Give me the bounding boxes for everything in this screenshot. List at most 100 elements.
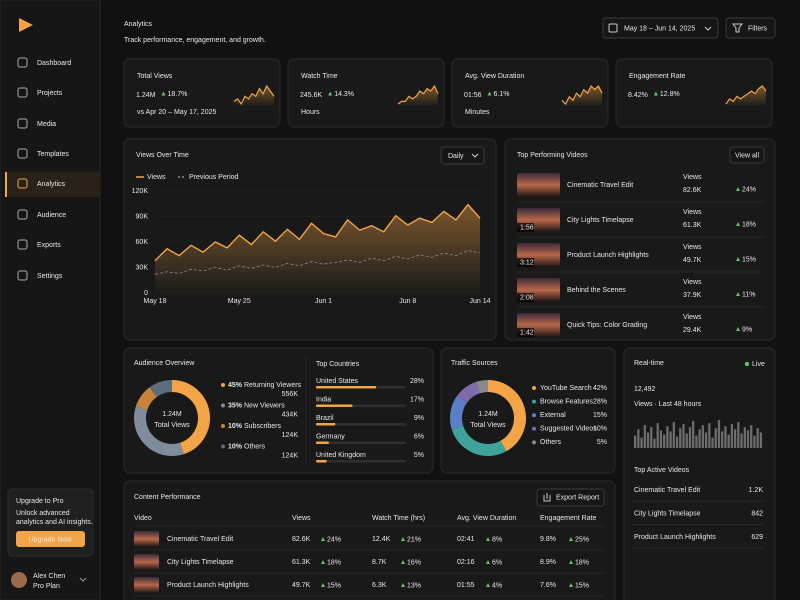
chevron xyxy=(704,26,712,31)
panel-title: Content Performance xyxy=(134,494,201,501)
country-bar xyxy=(316,423,336,426)
donut-center-value: 1.24M xyxy=(478,411,498,418)
legend-dot xyxy=(532,413,536,418)
nav-item[interactable]: Analytics xyxy=(37,181,66,188)
nav-icon xyxy=(17,239,28,250)
upgrade-button-label: Upgrade Now xyxy=(29,536,73,543)
period-select[interactable] xyxy=(440,146,485,165)
export-icon xyxy=(543,493,551,502)
kpi-change: 6.1% xyxy=(494,91,510,98)
video-change: 11% xyxy=(742,291,756,298)
upgrade-text: analytics and AI insights. xyxy=(16,519,93,526)
legend-dot xyxy=(221,403,225,408)
kpi-change: 14.3% xyxy=(334,91,354,98)
active-value: 1.2K xyxy=(749,487,764,494)
kpi-change: 12.8% xyxy=(660,91,680,98)
kpi-label: Total Views xyxy=(137,73,173,80)
chevron[interactable] xyxy=(79,577,87,582)
card xyxy=(123,58,281,128)
legend-dot xyxy=(221,424,225,428)
bar xyxy=(672,422,675,448)
upgrade-text: Unlock advanced xyxy=(16,510,70,517)
bar xyxy=(714,428,717,448)
up-arrow xyxy=(321,583,325,587)
thumbnail xyxy=(134,531,159,547)
upgrade-button[interactable] xyxy=(16,531,85,547)
sparkline xyxy=(561,84,603,106)
view-all-button[interactable] xyxy=(729,146,765,164)
bar xyxy=(717,420,721,448)
nav-item[interactable]: Projects xyxy=(37,90,63,97)
bar xyxy=(669,431,672,448)
panel-subtitle: Top Active Videos xyxy=(634,467,690,474)
nav-active-bar xyxy=(5,172,7,197)
table-cell: 01:55 xyxy=(457,582,475,589)
duration: 2:08 xyxy=(520,294,534,301)
card xyxy=(440,347,616,474)
table-cell: 12.4K xyxy=(372,536,391,543)
country-name: United Kingdom xyxy=(316,452,366,459)
country-percent: 5% xyxy=(414,452,424,459)
legend-label: YouTube Search xyxy=(540,385,592,392)
filters-label: Filters xyxy=(748,25,768,32)
calendar-icon xyxy=(608,23,618,33)
country-percent: 28% xyxy=(410,378,424,385)
export-label: Export Report xyxy=(556,494,599,501)
nav-icon xyxy=(17,87,28,98)
y-tick-label: 90K xyxy=(136,213,149,220)
donut-segment xyxy=(171,380,210,455)
kpi-label: Engagement Rate xyxy=(629,73,686,80)
page-title: Analytics xyxy=(124,21,153,28)
nav-item[interactable]: Media xyxy=(37,121,56,128)
table-change: 4% xyxy=(492,582,502,589)
logo[interactable] xyxy=(19,18,33,32)
bar xyxy=(701,425,704,448)
up-arrow xyxy=(486,583,490,587)
bar xyxy=(743,427,746,448)
table-cell: 8.9% xyxy=(540,559,556,566)
legend-label: External xyxy=(540,412,566,419)
up-arrow xyxy=(401,560,405,564)
legend-dot xyxy=(532,386,536,390)
panel-title: Traffic Sources xyxy=(451,360,498,367)
nav-item[interactable]: Dashboard xyxy=(37,60,71,67)
bar-track xyxy=(316,441,406,444)
legend-label: Returning Viewers xyxy=(244,382,302,389)
video-title: Quick Tips: Color Grading xyxy=(567,322,647,329)
nav-item[interactable]: Exports xyxy=(37,242,61,249)
donut-segment xyxy=(451,425,507,456)
period-select-label: Daily xyxy=(448,153,464,160)
bar xyxy=(685,433,688,448)
date-range: May 18 – Jun 14, 2025 xyxy=(624,25,695,32)
table-change: 21% xyxy=(407,536,421,543)
nav-icon xyxy=(17,57,28,68)
live-label: Live xyxy=(752,361,765,368)
nav-item[interactable]: Audience xyxy=(37,212,66,219)
date-picker[interactable] xyxy=(602,17,719,39)
legend-count: 434K xyxy=(282,411,299,418)
thumbnail xyxy=(517,173,560,197)
sparkline-area xyxy=(398,86,438,106)
nav-item[interactable]: Settings xyxy=(37,273,63,280)
bar xyxy=(695,435,698,448)
panel-title: Audience Overview xyxy=(134,360,195,367)
views-label: Views xyxy=(683,244,702,251)
table-change: 15% xyxy=(575,582,589,589)
country-name: Germany xyxy=(316,433,345,440)
country-percent: 9% xyxy=(414,415,424,422)
video-views: 82.6K xyxy=(683,187,702,194)
bar xyxy=(708,423,711,448)
active-title: City Lights Timelapse xyxy=(634,510,701,517)
legend-percent: 35% xyxy=(228,402,243,409)
x-tick-label: May 25 xyxy=(228,298,251,305)
bar xyxy=(711,437,714,448)
filters-button[interactable] xyxy=(725,17,776,39)
up-arrow xyxy=(653,91,658,96)
card xyxy=(615,58,773,128)
nav-item[interactable]: Templates xyxy=(37,151,69,158)
bar xyxy=(656,423,659,448)
bar xyxy=(721,431,724,448)
export-button[interactable] xyxy=(536,488,605,507)
